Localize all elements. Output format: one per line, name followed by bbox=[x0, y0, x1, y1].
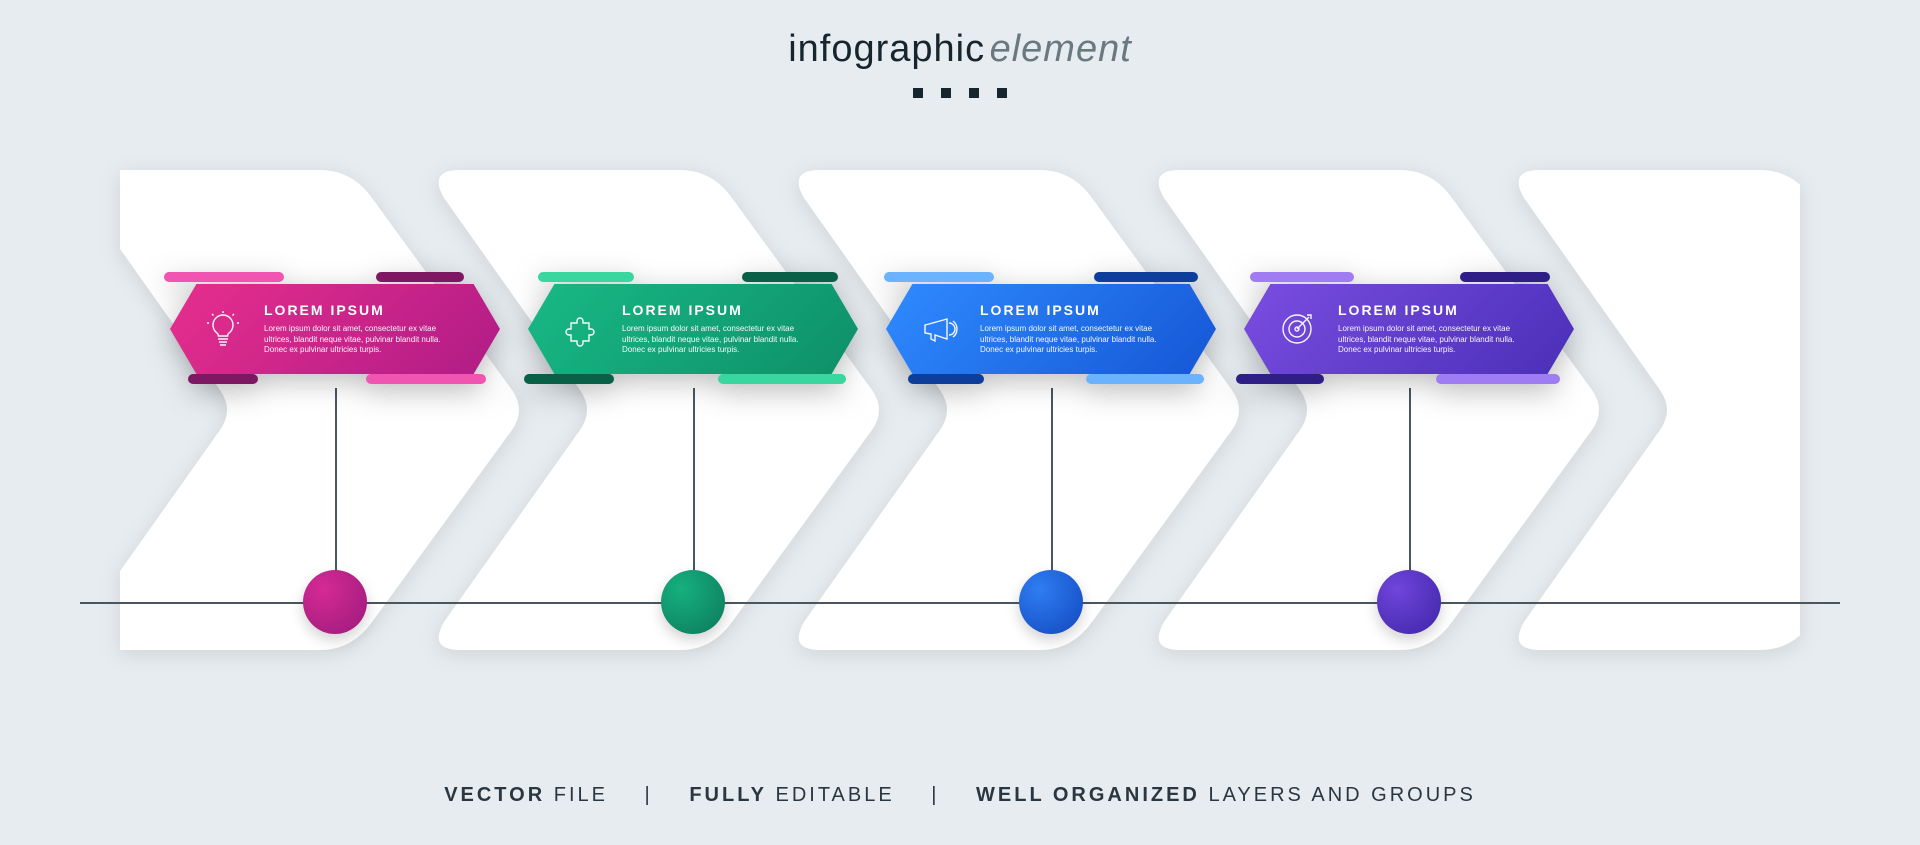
step-body: Lorem ipsum dolor sit amet, consectetur … bbox=[622, 324, 822, 356]
footer-p2a: FULLY bbox=[689, 784, 767, 806]
step-title: LOREM IPSUM bbox=[980, 302, 1180, 318]
step-title: LOREM IPSUM bbox=[1338, 302, 1538, 318]
footer-p2b: EDITABLE bbox=[775, 784, 894, 806]
step-card: LOREM IPSUM Lorem ipsum dolor sit amet, c… bbox=[528, 270, 858, 388]
page-title: infographic element bbox=[0, 28, 1920, 103]
megaphone-icon bbox=[912, 309, 966, 349]
step-2: LOREM IPSUM Lorem ipsum dolor sit amet, c… bbox=[528, 270, 858, 630]
timeline-node bbox=[661, 570, 725, 634]
timeline-node bbox=[303, 570, 367, 634]
step-4: LOREM IPSUM Lorem ipsum dolor sit amet, c… bbox=[1244, 270, 1574, 630]
step-title: LOREM IPSUM bbox=[264, 302, 464, 318]
step-title: LOREM IPSUM bbox=[622, 302, 822, 318]
footer-p1a: VECTOR bbox=[444, 784, 545, 806]
lightbulb-icon bbox=[196, 309, 250, 349]
footer-sep: | bbox=[931, 784, 939, 806]
footer-p3b: LAYERS AND GROUPS bbox=[1208, 784, 1475, 806]
step-3: LOREM IPSUM Lorem ipsum dolor sit amet, c… bbox=[886, 270, 1216, 630]
title-dots bbox=[0, 85, 1920, 103]
title-word-1: infographic bbox=[788, 28, 985, 70]
step-card: LOREM IPSUM Lorem ipsum dolor sit amet, c… bbox=[170, 270, 500, 388]
step-card: LOREM IPSUM Lorem ipsum dolor sit amet, c… bbox=[886, 270, 1216, 388]
step-body: Lorem ipsum dolor sit amet, consectetur … bbox=[980, 324, 1180, 356]
title-word-2: element bbox=[990, 28, 1132, 70]
step-1: LOREM IPSUM Lorem ipsum dolor sit amet, c… bbox=[170, 270, 500, 630]
puzzle-icon bbox=[554, 309, 608, 349]
footer-caption: VECTOR FILE | FULLY EDITABLE | WELL ORGA… bbox=[0, 784, 1920, 807]
step-card: LOREM IPSUM Lorem ipsum dolor sit amet, c… bbox=[1244, 270, 1574, 388]
timeline-node bbox=[1377, 570, 1441, 634]
target-icon bbox=[1270, 309, 1324, 349]
step-body: Lorem ipsum dolor sit amet, consectetur … bbox=[264, 324, 464, 356]
footer-sep: | bbox=[645, 784, 653, 806]
footer-p3a: WELL ORGANIZED bbox=[976, 784, 1200, 806]
step-body: Lorem ipsum dolor sit amet, consectetur … bbox=[1338, 324, 1538, 356]
infographic-stage: LOREM IPSUM Lorem ipsum dolor sit amet, c… bbox=[120, 170, 1800, 650]
timeline-node bbox=[1019, 570, 1083, 634]
footer-p1b: FILE bbox=[554, 784, 608, 806]
